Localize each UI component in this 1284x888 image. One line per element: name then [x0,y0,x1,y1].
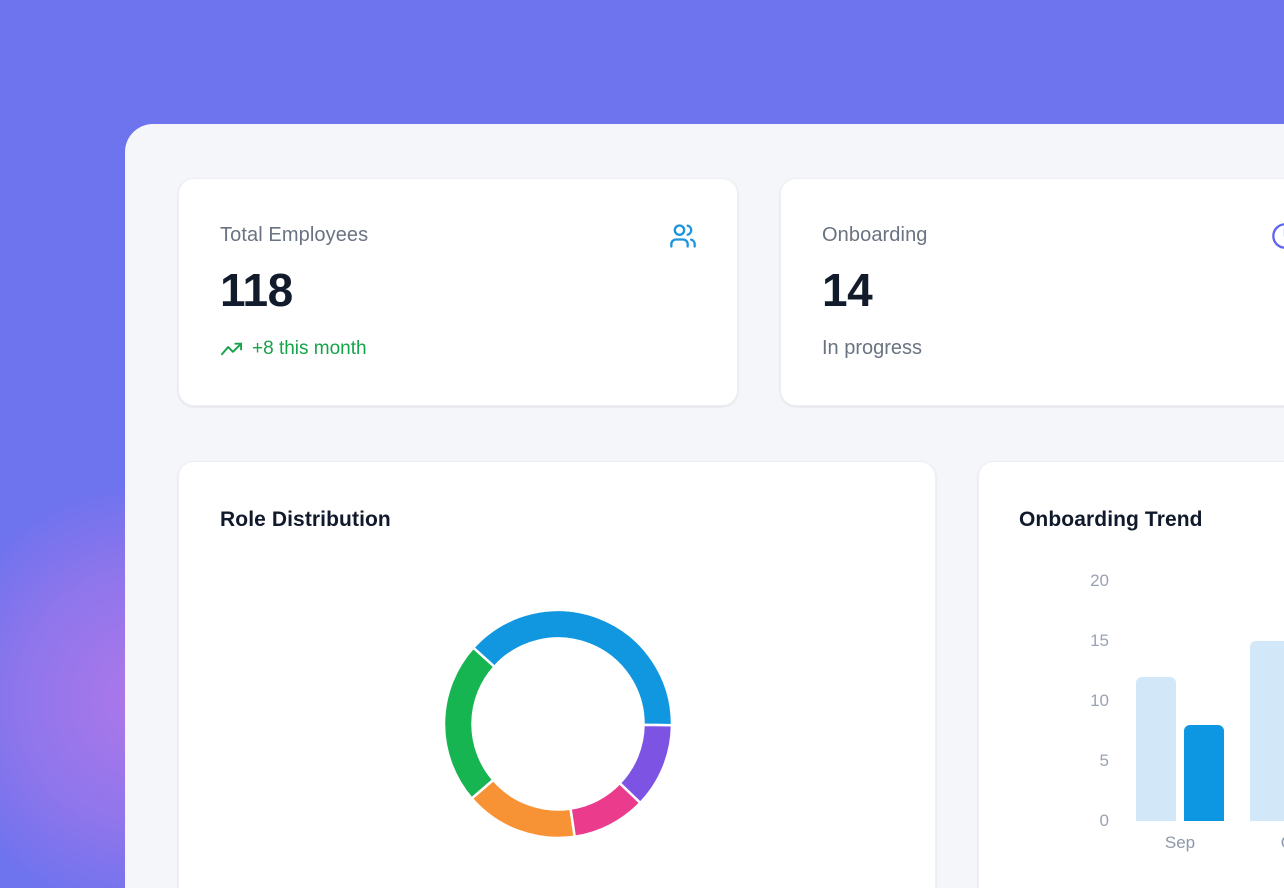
x-axis-category-label: Oct [1254,833,1284,853]
chart-card-role-distribution: Role Distribution [178,461,936,888]
trending-up-icon [220,337,243,360]
stat-label: Onboarding [822,224,928,246]
donut-segment-4 [442,646,496,800]
users-icon [669,222,697,250]
donut-segment-0 [472,608,674,727]
bar-oct-series-0 [1250,641,1284,821]
stat-delta-text: +8 this month [252,337,367,359]
stat-card-total-employees: Total Employees 118 +8 this month [178,178,738,406]
y-axis-tick-label: 15 [1090,631,1109,650]
y-axis-tick-label: 10 [1090,691,1109,710]
dashboard-panel: Total Employees 118 +8 this month [125,124,1284,888]
stat-label: Total Employees [220,224,369,246]
y-axis-tick-label: 0 [1099,811,1109,830]
clock-icon [1271,222,1284,250]
stat-value: 118 [220,264,293,316]
bar-sep-series-1 [1184,725,1224,821]
stat-card-onboarding: Onboarding 14 In progress [780,178,1284,406]
stat-status-text: In progress [822,337,923,359]
bar-sep-series-0 [1136,677,1176,821]
chart-title: Onboarding Trend [1019,508,1203,531]
stat-status: In progress [822,337,922,360]
stat-delta: +8 this month [220,337,367,360]
donut-segment-3 [470,778,576,840]
y-axis-tick-label: 20 [1090,571,1109,590]
onboarding-trend-bar-chart: 0 5 10 15 20 Sep Oct [979,462,1284,888]
chart-card-onboarding-trend: Onboarding Trend 0 5 10 15 20 Sep Oct [978,461,1284,888]
x-axis-category-label: Sep [1164,833,1196,852]
stat-value: 14 [822,264,873,316]
donut-segment-2 [569,781,642,839]
y-axis-tick-label: 5 [1099,751,1109,770]
chart-title: Role Distribution [220,508,391,531]
role-distribution-donut-chart [438,604,678,844]
